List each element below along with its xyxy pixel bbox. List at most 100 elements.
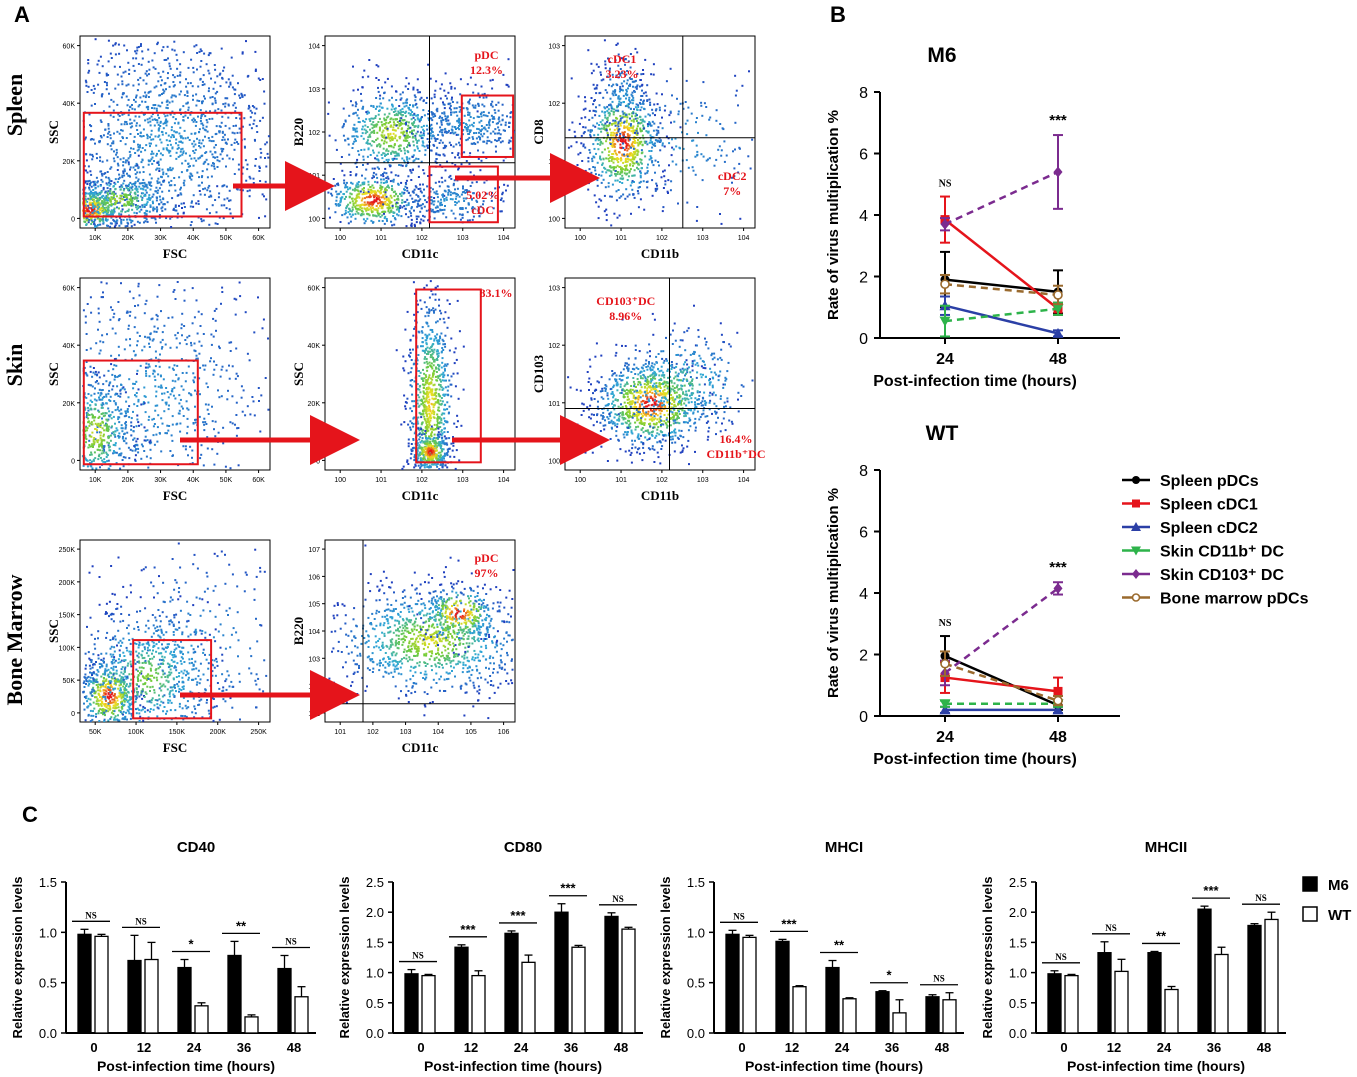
x-axis-label: Post-infection time (hours) bbox=[873, 373, 1077, 390]
significance-label: ** bbox=[834, 938, 845, 953]
gate-percent: 7% bbox=[723, 184, 741, 198]
bar-m6 bbox=[277, 967, 292, 1034]
legend-label: M6 bbox=[1328, 877, 1349, 894]
bar-wt bbox=[244, 1016, 259, 1034]
point-marker bbox=[1052, 327, 1064, 338]
x-tick-label: 101 bbox=[334, 729, 346, 736]
y-tick-label: 40K bbox=[63, 343, 76, 350]
y-tick-label: 250K bbox=[59, 547, 76, 554]
y-tick-label: 104 bbox=[308, 629, 320, 636]
significance-label: NS bbox=[733, 911, 745, 921]
significance-label: NS bbox=[1105, 923, 1117, 933]
legend-swatch bbox=[1302, 876, 1318, 892]
legend-label: Spleen pDCs bbox=[1160, 473, 1259, 490]
y-axis-label: SSC bbox=[46, 619, 61, 643]
y-tick-label: 105 bbox=[308, 602, 320, 609]
x-tick-label: 48 bbox=[1257, 1040, 1271, 1055]
legend-label: Spleen cDC1 bbox=[1160, 497, 1258, 514]
scatter-plot: FSC SSC 10K 20K 30K 40K 50K 60K 0 20K 40K 60K bbox=[46, 277, 271, 503]
x-tick-label: 104 bbox=[498, 477, 510, 484]
significance-label: NS bbox=[412, 951, 424, 961]
y-tick-label: 101 bbox=[548, 401, 560, 408]
chart-title: WT bbox=[926, 422, 959, 445]
scatter-plot: CD11c SSC 100 101 102 103 104 0 20K 40K 60K 83.1% bbox=[291, 277, 516, 503]
y-tick-label: 4 bbox=[859, 586, 868, 603]
x-tick-label: 103 bbox=[400, 729, 412, 736]
y-tick-label: 0 bbox=[71, 216, 75, 223]
y-tick-label: 2 bbox=[859, 270, 868, 287]
x-tick-label: 106 bbox=[498, 729, 510, 736]
series-skin-cd103-dc bbox=[940, 581, 1063, 687]
bar-chart-mhcii: MHCII 0.0 0.5 1.0 1.5 2.0 2.5 Relative expressi… bbox=[980, 839, 1286, 1074]
bar-wt bbox=[1064, 974, 1079, 1034]
y-tick-label: 0 bbox=[316, 458, 320, 465]
x-axis-label: CD11c bbox=[402, 488, 439, 503]
bar-wt bbox=[892, 1012, 907, 1034]
event-cloud bbox=[395, 280, 465, 471]
panel-letter-c: C bbox=[22, 802, 38, 827]
x-axis-label: Post-infection time (hours) bbox=[873, 751, 1077, 768]
x-tick-label: 48 bbox=[287, 1040, 301, 1055]
significance-label: *** bbox=[1049, 559, 1067, 576]
y-tick-label: 101 bbox=[548, 159, 560, 166]
scatter-plot: FSC SSC 10K 20K 30K 40K 50K 60K 0 20K 40K 60K bbox=[46, 35, 271, 261]
significance-label: NS bbox=[1055, 952, 1067, 962]
gate-box bbox=[82, 111, 243, 218]
bar-wt bbox=[144, 958, 159, 1034]
x-tick-label: 12 bbox=[137, 1040, 151, 1055]
y-tick-label: 0.5 bbox=[1009, 996, 1027, 1011]
chart-title: CD80 bbox=[504, 839, 542, 856]
series-spleen-cdc2 bbox=[939, 295, 1064, 338]
gate-percent: CD11b⁺DC bbox=[706, 447, 765, 461]
point-marker bbox=[1053, 166, 1063, 178]
bar-wt bbox=[521, 961, 536, 1034]
y-tick-label: 2.5 bbox=[1009, 875, 1027, 890]
significance-label: *** bbox=[781, 916, 797, 931]
x-tick-label: 36 bbox=[885, 1040, 899, 1055]
point-marker bbox=[1052, 704, 1064, 715]
y-axis-label: Relative expression levels bbox=[980, 877, 995, 1039]
x-tick-label: 12 bbox=[464, 1040, 478, 1055]
bar-wt bbox=[421, 974, 436, 1034]
legend-label: Spleen cDC2 bbox=[1160, 520, 1258, 537]
y-tick-label: 106 bbox=[308, 574, 320, 581]
x-axis-label: CD11b bbox=[641, 246, 679, 261]
legend-label: Bone marrow pDCs bbox=[1160, 591, 1309, 608]
y-tick-label: 2.0 bbox=[366, 905, 384, 920]
gates: CD103⁺DC8.96% 16.4%CD11b⁺DC bbox=[565, 278, 766, 470]
bar-wt bbox=[1164, 988, 1179, 1034]
legend-label: Skin CD11b⁺ DC bbox=[1160, 544, 1284, 561]
point-marker bbox=[1131, 546, 1141, 556]
bar-wt bbox=[1264, 918, 1279, 1034]
x-tick-label: 0 bbox=[1060, 1040, 1067, 1055]
legend-label: Skin CD103⁺ DC bbox=[1160, 567, 1284, 584]
y-tick-label: 60K bbox=[63, 44, 76, 51]
x-tick-label: 20K bbox=[122, 477, 135, 484]
series-spleen-cdc1 bbox=[940, 195, 1063, 316]
event-cloud bbox=[82, 542, 268, 723]
point-marker bbox=[1131, 593, 1141, 602]
bar-m6 bbox=[925, 996, 940, 1034]
panel-letter-b: B bbox=[830, 2, 846, 27]
x-tick-label: 104 bbox=[432, 729, 444, 736]
y-tick-label: 1.5 bbox=[687, 875, 705, 890]
y-tick-label: 60K bbox=[308, 286, 321, 293]
series-spleen-pdcs bbox=[940, 635, 1063, 711]
y-tick-label: 40K bbox=[63, 101, 76, 108]
chart-title: MHCII bbox=[1145, 839, 1188, 856]
series-line bbox=[944, 662, 1059, 702]
x-tick-label: 100 bbox=[334, 477, 346, 484]
y-axis-label: B220 bbox=[291, 118, 306, 146]
chart-title: MHCI bbox=[825, 839, 863, 856]
series-spleen-pdcs bbox=[940, 250, 1063, 315]
scatter-plot: CD11c B220 100 101 102 103 104 100 101 102 103 104 p… bbox=[291, 35, 516, 261]
y-tick-label: 40K bbox=[308, 343, 321, 350]
x-tick-label: 104 bbox=[738, 477, 750, 484]
series-skin-cd103-dc bbox=[940, 134, 1063, 232]
y-tick-label: 1.5 bbox=[39, 875, 57, 890]
significance-label: *** bbox=[1049, 112, 1067, 129]
